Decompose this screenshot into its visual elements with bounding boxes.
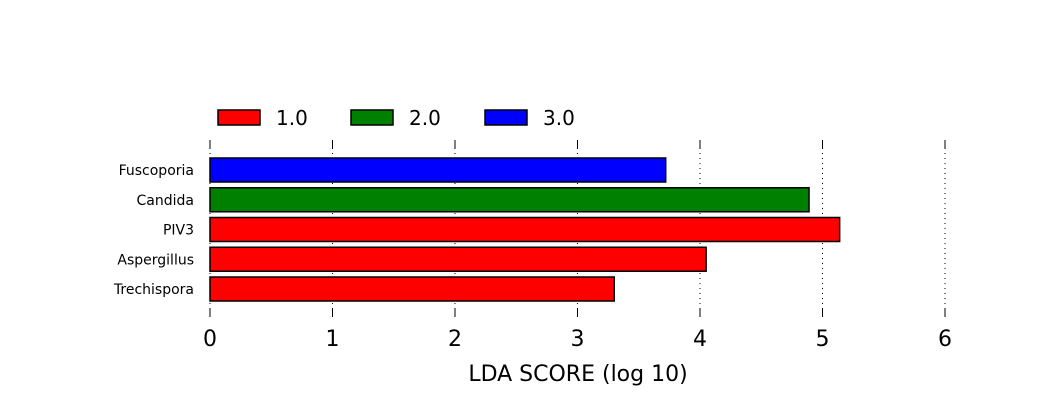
x-axis-ticks: 0 1 2 3 4 5 6 — [203, 140, 952, 352]
category-label: Trechispora — [113, 282, 194, 298]
category-label: PIV3 — [163, 223, 194, 239]
legend-swatch — [217, 109, 261, 126]
legend-swatch — [350, 109, 394, 126]
category-label: Aspergillus — [117, 252, 194, 268]
legend-label: 3.0 — [543, 106, 575, 130]
x-tick-label: 5 — [816, 327, 830, 352]
bar-aspergillus — [209, 246, 707, 272]
legend-label: 2.0 — [409, 106, 441, 130]
x-tick-label: 0 — [203, 327, 217, 352]
legend-swatch — [484, 109, 528, 126]
bar-candida — [209, 187, 810, 213]
bar-trechispora — [209, 276, 615, 302]
x-tick-label: 4 — [693, 327, 707, 352]
bar-piv3 — [209, 216, 841, 243]
category-labels: Fuscoporia Candida PIV3 Aspergillus Trechisp… — [113, 163, 194, 298]
category-label: Candida — [137, 193, 194, 209]
legend: 1.0 2.0 3.0 — [217, 106, 575, 130]
x-tick-label: 6 — [938, 327, 952, 352]
bars — [209, 157, 841, 302]
bar-fuscoporia — [209, 157, 667, 183]
x-tick-label: 3 — [571, 327, 585, 352]
x-tick-label: 1 — [326, 327, 340, 352]
category-label: Fuscoporia — [119, 163, 194, 179]
legend-label: 1.0 — [276, 106, 308, 130]
x-axis-label: LDA SCORE (log 10) — [468, 362, 687, 387]
x-tick-label: 2 — [448, 327, 462, 352]
